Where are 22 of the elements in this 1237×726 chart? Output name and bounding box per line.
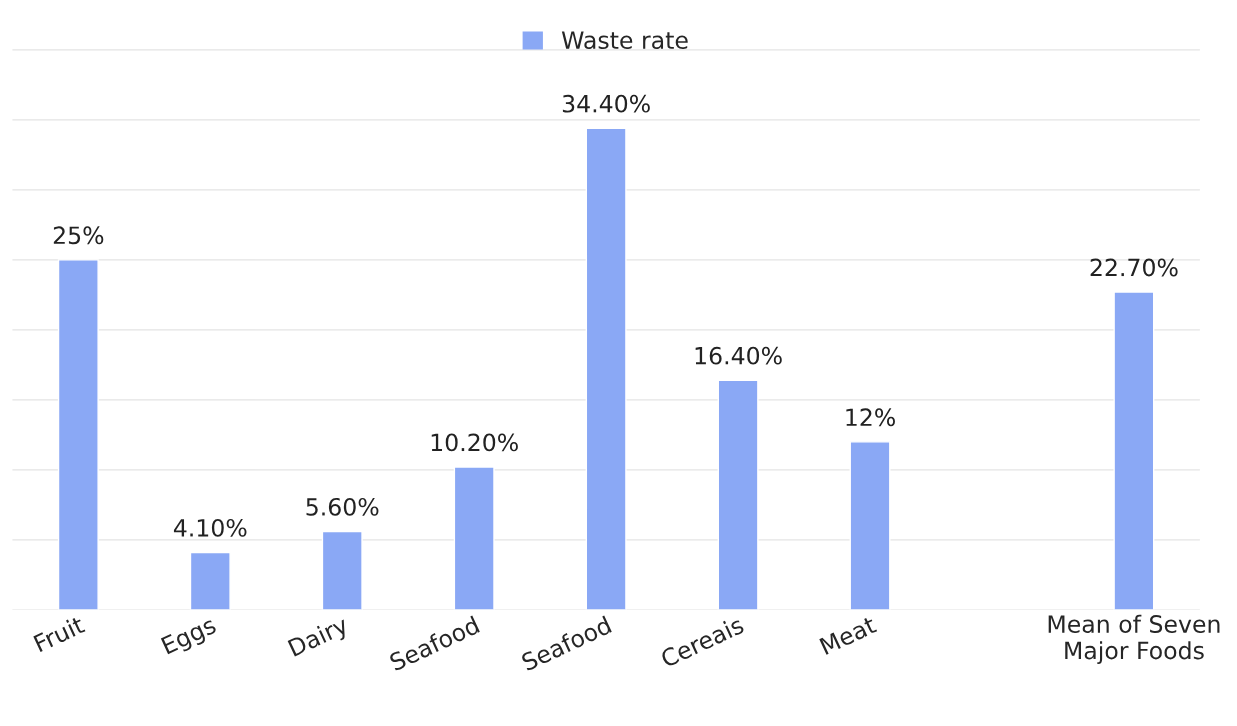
data-label: 5.60% bbox=[306, 497, 379, 516]
x-tick-label: Mean of Seven Major Foods bbox=[1048, 614, 1220, 664]
bar bbox=[1113, 291, 1155, 610]
bar bbox=[57, 259, 99, 610]
legend-label: Waste rate bbox=[561, 31, 688, 50]
data-label: 34.40% bbox=[562, 94, 650, 113]
bar bbox=[189, 551, 231, 610]
data-label: 12% bbox=[846, 408, 895, 427]
bar bbox=[585, 127, 627, 610]
data-label: 22.70% bbox=[1090, 258, 1178, 277]
x-tick-label: Fruit bbox=[32, 614, 86, 653]
bar bbox=[453, 466, 495, 610]
data-label: 4.10% bbox=[173, 518, 247, 537]
bar bbox=[321, 530, 363, 610]
data-label: 16.40% bbox=[695, 346, 782, 365]
bar bbox=[717, 379, 759, 610]
x-tick-label: Meat bbox=[819, 615, 878, 656]
x-tick-label: Dairy bbox=[287, 615, 352, 662]
bar bbox=[849, 441, 891, 610]
data-label: 25% bbox=[53, 226, 104, 245]
x-tick-label: Eggs bbox=[160, 615, 219, 659]
data-label: 10.20% bbox=[431, 433, 518, 452]
